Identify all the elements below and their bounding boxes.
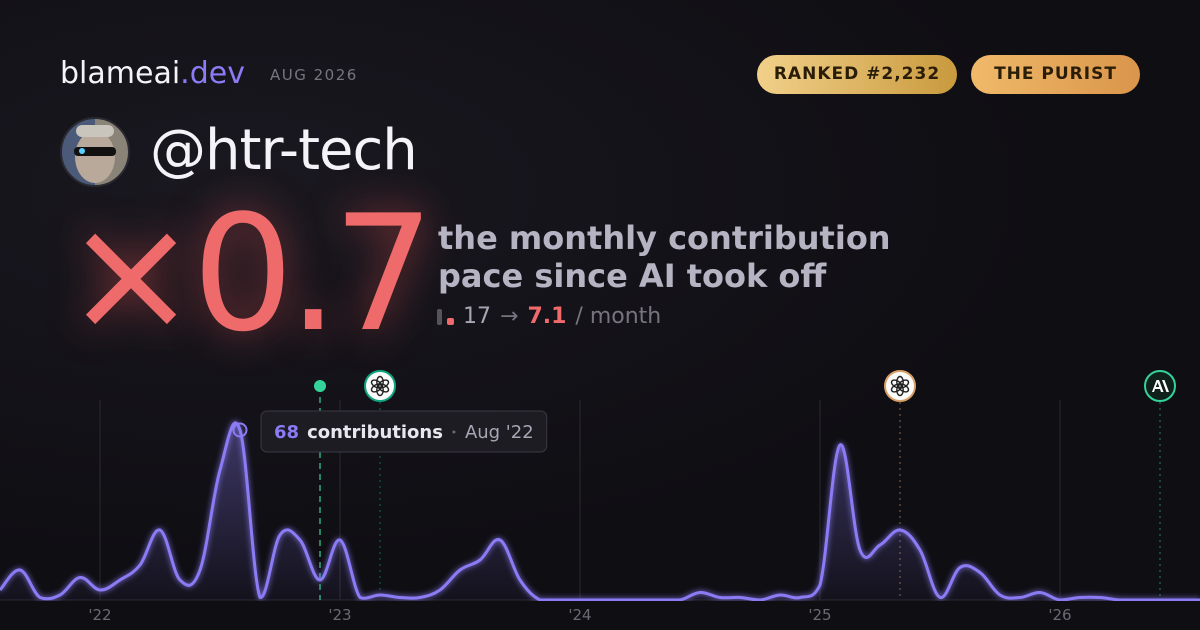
tooltip: 68 contributions Aug '22 — [260, 410, 548, 453]
event-icon — [884, 370, 916, 402]
event-dot — [314, 380, 326, 392]
icon-glyph — [370, 379, 383, 389]
title-badge: THE PURIST — [971, 55, 1140, 94]
brand-tld: .dev — [180, 56, 245, 91]
x-tick-label: '26 — [1048, 606, 1071, 624]
unit: / month — [575, 304, 662, 329]
icon-bg — [364, 370, 396, 402]
icon-bg — [884, 370, 916, 402]
multiplier: ×0.7 — [64, 180, 435, 367]
peak-marker — [232, 422, 248, 438]
tooltip-sep — [452, 430, 456, 434]
before-icon — [437, 308, 442, 325]
line — [0, 421, 1200, 601]
date: AUG 2026 — [270, 66, 358, 84]
after-icon — [447, 317, 454, 325]
icon-glyph — [1152, 380, 1169, 392]
after: 7.1 — [527, 304, 567, 329]
x-tick-label: '25 — [808, 606, 831, 624]
event-icon — [364, 370, 396, 402]
rank-badge: RANKED #2,232 — [757, 55, 957, 94]
caption: the monthly contribution pace since AI t… — [438, 219, 891, 295]
before: 17 — [463, 304, 491, 329]
caption-line: pace since AI took off — [438, 257, 827, 295]
x-tick-label: '22 — [88, 606, 111, 624]
tooltip-label: contributions — [307, 422, 443, 443]
caption-line: the monthly contribution — [438, 219, 891, 257]
arrow: → — [500, 304, 519, 329]
icon-glyph — [890, 379, 903, 389]
tooltip-box — [260, 410, 548, 453]
handle: @htr-tech — [150, 118, 418, 183]
x-tick-label: '24 — [568, 606, 591, 624]
event-icon — [1144, 370, 1176, 402]
pace: 17 → 7.1 / month — [437, 304, 661, 329]
tooltip-value: 68 — [274, 422, 299, 443]
x-tick-label: '23 — [328, 606, 351, 624]
brand-name: blameai — [60, 56, 181, 91]
area — [0, 422, 1200, 600]
avatar — [60, 117, 130, 187]
tooltip-date: Aug '22 — [465, 422, 534, 443]
brand: blameai.dev — [60, 56, 245, 91]
